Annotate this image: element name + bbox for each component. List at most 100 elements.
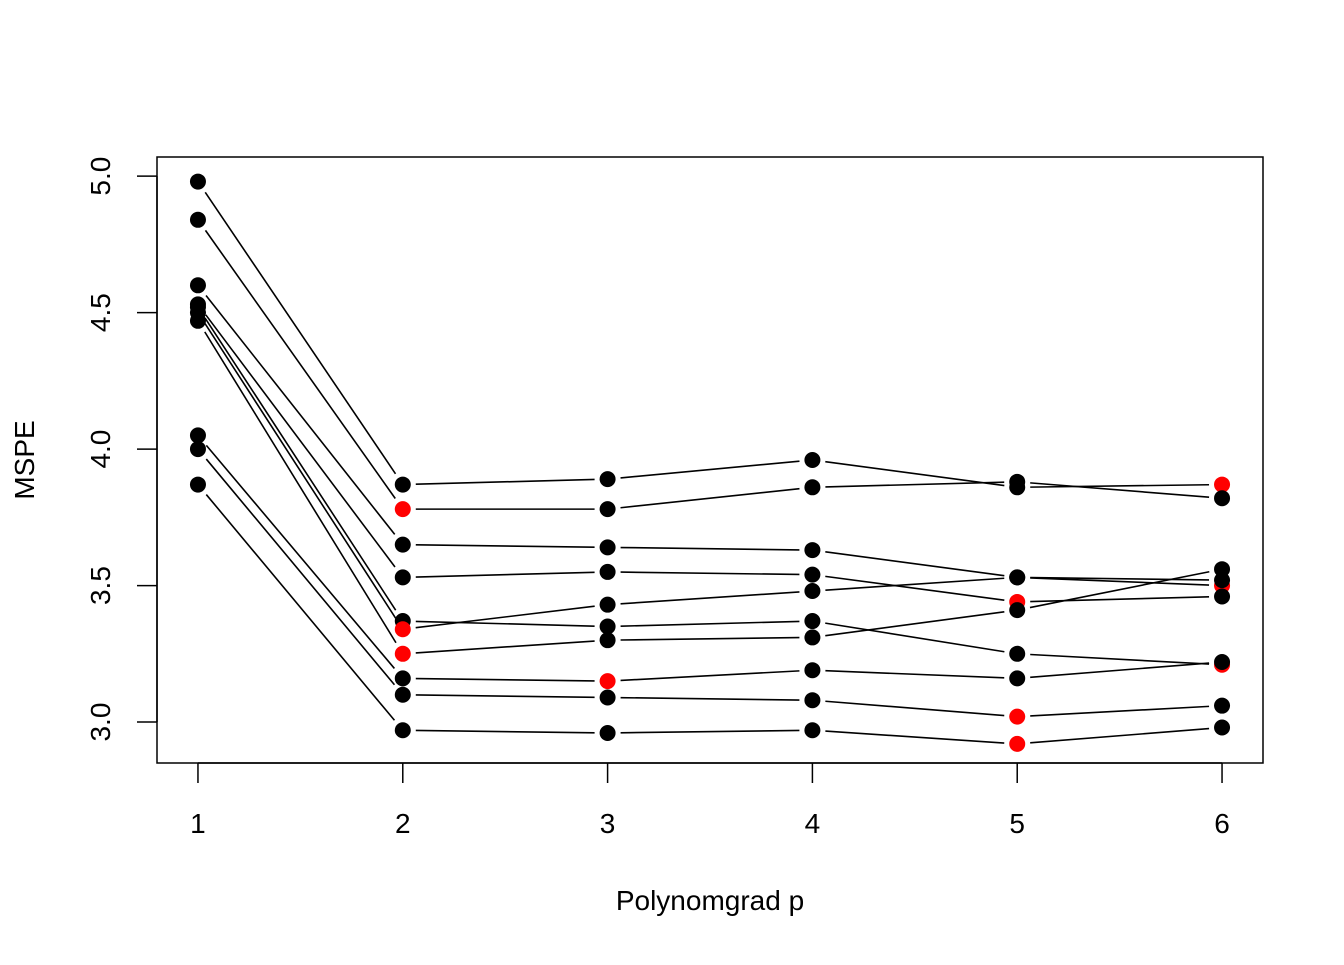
series-2-segment <box>620 487 800 509</box>
data-point <box>394 476 411 493</box>
x-tick-label: 3 <box>600 808 616 839</box>
data-point <box>1214 561 1231 578</box>
series-8-segment <box>205 444 396 669</box>
series-1-segment <box>1030 483 1210 488</box>
y-axis-label: MSPE <box>9 420 40 499</box>
series-10-segment <box>825 730 1005 744</box>
series-3-segment <box>825 551 1005 577</box>
min-point <box>394 501 411 518</box>
series-3 <box>189 277 1231 594</box>
series-7 <box>189 312 1231 662</box>
series-7-segment <box>415 640 595 654</box>
series-10 <box>189 476 1231 752</box>
data-point <box>804 629 821 646</box>
series-5-segment <box>415 620 595 627</box>
min-point <box>1009 735 1026 752</box>
x-tick-label: 6 <box>1214 808 1230 839</box>
series-9-segment <box>620 696 800 701</box>
data-point <box>189 441 206 458</box>
series-6-segment <box>204 323 397 619</box>
data-point <box>1214 654 1231 670</box>
data-point <box>1009 602 1026 619</box>
y-axis: 3.0 3.5 4.0 4.5 5.0 <box>85 157 158 742</box>
data-point <box>599 618 616 635</box>
data-point <box>189 173 206 190</box>
data-point <box>599 471 616 488</box>
data-point <box>804 722 821 739</box>
data-point <box>1214 697 1231 714</box>
series-1-segment <box>415 478 595 486</box>
data-point <box>1214 588 1231 605</box>
series-7-segment <box>1029 570 1210 609</box>
series-5-segment <box>620 620 800 627</box>
min-point <box>1009 708 1026 725</box>
series-6-segment <box>415 605 595 629</box>
data-point <box>599 563 616 580</box>
series-6-segment <box>1030 576 1210 581</box>
series-3-segment <box>620 546 800 551</box>
series-9-segment <box>205 458 396 686</box>
series-1 <box>189 173 1231 496</box>
series-9-segment <box>1030 705 1210 717</box>
data-point <box>189 277 206 294</box>
min-point <box>394 621 411 638</box>
data-point <box>189 427 206 444</box>
series-7-segment <box>620 636 800 641</box>
series-6-segment <box>825 577 1005 591</box>
data-point <box>804 542 821 559</box>
x-tick-label: 2 <box>395 808 411 839</box>
x-tick-label: 4 <box>805 808 821 839</box>
series-1-segment <box>204 191 397 475</box>
data-point <box>804 479 821 496</box>
series-4-segment <box>825 575 1005 602</box>
min-point <box>599 673 616 690</box>
x-axis-label: Polynomgrad p <box>616 885 804 916</box>
series-4-segment <box>1030 596 1210 603</box>
data-point <box>1009 569 1026 586</box>
data-point <box>1214 719 1231 736</box>
series-8-segment <box>1030 662 1210 679</box>
x-axis: 1 2 3 4 5 6 <box>190 762 1230 839</box>
y-tick-label: 3.0 <box>85 703 116 742</box>
series-8-segment <box>825 669 1005 679</box>
series-2 <box>189 211 1231 518</box>
y-tick-label: 3.5 <box>85 566 116 605</box>
data-point <box>599 632 616 649</box>
series-layer <box>189 173 1231 752</box>
series-3-segment <box>205 295 396 535</box>
y-tick-label: 5.0 <box>85 157 116 196</box>
series-3-segment <box>415 543 595 548</box>
series-5-segment <box>1030 653 1210 665</box>
series-10-segment <box>205 494 396 721</box>
y-tick-label: 4.0 <box>85 430 116 469</box>
data-point <box>599 501 616 518</box>
series-10-segment <box>1030 727 1210 744</box>
series-4-segment <box>205 314 396 568</box>
data-point <box>599 596 616 613</box>
series-5-segment <box>825 622 1005 653</box>
series-6-segment <box>620 591 800 605</box>
series-9 <box>189 441 1231 725</box>
data-point <box>1009 473 1026 490</box>
series-3-segment <box>1030 577 1210 586</box>
series-8 <box>189 427 1231 690</box>
series-1-segment <box>620 460 800 479</box>
series-7-segment <box>825 611 1005 637</box>
x-tick-label: 1 <box>190 808 206 839</box>
data-point <box>804 692 821 709</box>
series-9-segment <box>415 694 595 699</box>
series-1-segment <box>825 460 1005 487</box>
series-5-segment <box>204 317 397 611</box>
data-point <box>394 569 411 586</box>
data-point <box>189 211 206 228</box>
data-point <box>394 686 411 703</box>
data-point <box>599 724 616 741</box>
y-tick-label: 4.5 <box>85 293 116 332</box>
series-10-segment <box>620 729 800 734</box>
series-2-segment <box>1030 482 1210 498</box>
data-point <box>394 670 411 687</box>
data-point <box>1009 670 1026 687</box>
data-point <box>189 476 206 493</box>
